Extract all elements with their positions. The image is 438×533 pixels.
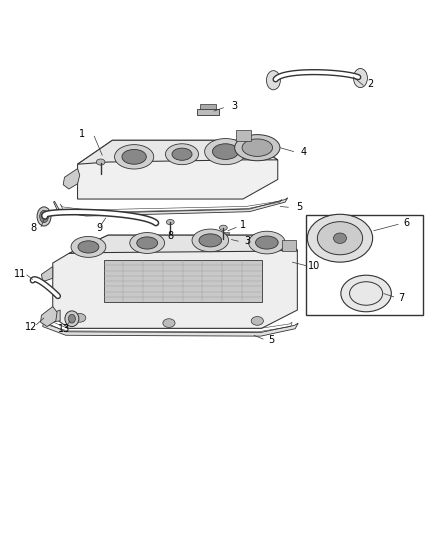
- Text: 2: 2: [367, 79, 374, 88]
- Ellipse shape: [199, 234, 222, 247]
- Ellipse shape: [235, 135, 280, 161]
- Text: 13: 13: [58, 324, 71, 334]
- Text: 8: 8: [167, 231, 173, 241]
- Text: 8: 8: [30, 223, 36, 233]
- Ellipse shape: [249, 231, 285, 254]
- Ellipse shape: [242, 139, 272, 156]
- Bar: [236, 130, 251, 141]
- Text: 5: 5: [268, 335, 274, 345]
- Ellipse shape: [71, 237, 106, 257]
- Polygon shape: [42, 266, 53, 282]
- Ellipse shape: [115, 144, 154, 169]
- Ellipse shape: [130, 232, 165, 254]
- Text: 11: 11: [14, 269, 26, 279]
- Text: 3: 3: [231, 101, 237, 111]
- Ellipse shape: [122, 149, 146, 164]
- Ellipse shape: [137, 237, 158, 249]
- Text: 10: 10: [308, 261, 320, 271]
- Polygon shape: [63, 168, 80, 189]
- Text: 5: 5: [297, 203, 303, 212]
- Polygon shape: [43, 315, 298, 336]
- Bar: [200, 104, 216, 109]
- Polygon shape: [78, 140, 278, 199]
- Ellipse shape: [68, 314, 75, 323]
- Polygon shape: [78, 140, 278, 164]
- Polygon shape: [48, 310, 60, 322]
- Ellipse shape: [219, 225, 227, 230]
- Polygon shape: [53, 235, 297, 328]
- Ellipse shape: [333, 233, 346, 244]
- Ellipse shape: [307, 214, 373, 262]
- Ellipse shape: [163, 319, 175, 327]
- Bar: [282, 240, 296, 251]
- Text: 1: 1: [79, 129, 85, 139]
- Text: 1: 1: [240, 220, 246, 230]
- Ellipse shape: [251, 317, 263, 325]
- Ellipse shape: [40, 211, 48, 223]
- Bar: [197, 109, 219, 116]
- Ellipse shape: [341, 275, 391, 312]
- Polygon shape: [53, 198, 288, 216]
- Ellipse shape: [37, 207, 51, 226]
- Bar: [306, 215, 423, 315]
- Text: 4: 4: [301, 147, 307, 157]
- Polygon shape: [69, 235, 297, 254]
- Ellipse shape: [166, 144, 198, 165]
- Ellipse shape: [205, 139, 247, 165]
- Text: 6: 6: [403, 218, 409, 228]
- Ellipse shape: [353, 68, 367, 87]
- Polygon shape: [41, 306, 57, 327]
- Ellipse shape: [74, 313, 86, 322]
- Ellipse shape: [65, 311, 79, 327]
- Text: 7: 7: [399, 293, 405, 303]
- Text: 3: 3: [244, 236, 251, 246]
- Ellipse shape: [266, 71, 280, 90]
- Text: 9: 9: [96, 223, 102, 233]
- Ellipse shape: [192, 229, 229, 252]
- Ellipse shape: [96, 159, 105, 165]
- Ellipse shape: [255, 236, 278, 249]
- Bar: [216, 232, 229, 235]
- Polygon shape: [104, 260, 261, 302]
- Ellipse shape: [166, 220, 174, 225]
- Text: 12: 12: [25, 322, 37, 333]
- Ellipse shape: [318, 222, 363, 255]
- Ellipse shape: [212, 144, 239, 159]
- Bar: [213, 235, 232, 241]
- Ellipse shape: [172, 148, 192, 160]
- Ellipse shape: [78, 241, 99, 253]
